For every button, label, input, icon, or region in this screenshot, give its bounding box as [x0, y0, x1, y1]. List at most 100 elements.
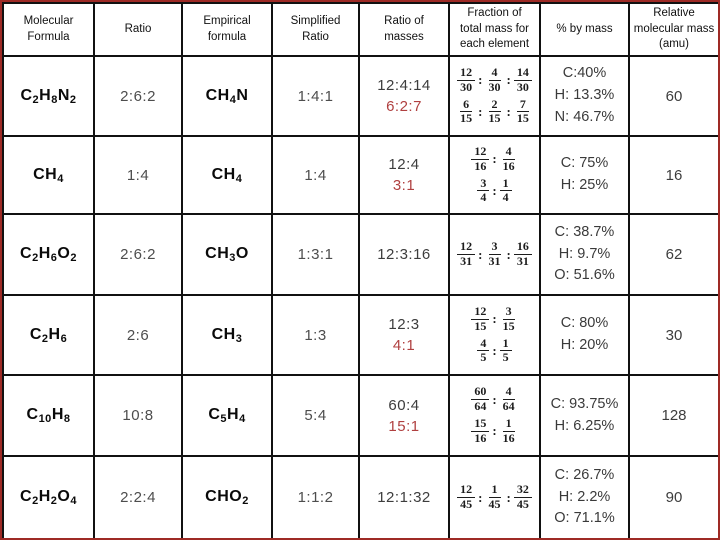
fraction: 16 31	[513, 239, 532, 269]
header-cell-empirical-formula: Empirical formula	[181, 2, 273, 57]
cell-empirical-formula: CH3	[181, 294, 273, 376]
header-cell-ratio: Ratio	[93, 2, 183, 57]
ratio-colon: :	[492, 391, 497, 407]
table-body: C2H8N2 2:6:2 CH4N 1:4:1 12:4:14 6:2:7 12 30:4 30…	[2, 55, 718, 538]
chemical-formula: C5H4	[208, 406, 246, 425]
ratio-colon: :	[492, 423, 497, 439]
fraction: 15 16	[471, 416, 490, 446]
mass-ratio-value: 12:3	[388, 316, 420, 333]
cell-percent-by-mass: C: 38.7% H: 9.7% O: 51.6%	[539, 213, 630, 296]
cell-simplified-ratio: 1:3:1	[271, 213, 360, 296]
cell-molecular-formula: C2H2O4	[2, 455, 95, 538]
table-row: C2H6 2:6 CH3 1:3 12:3 4:1 12 15:3 15 4 5:1 5 C: 80% …	[2, 294, 718, 376]
chemical-formula: C2H6	[29, 325, 68, 345]
cell-mass-fractions: 12 30:4 30:14 30 6 15:2 15:7 15	[448, 55, 541, 137]
chemical-formula: C2H2O4	[20, 488, 77, 507]
cell-simplified-ratio: 1:3	[271, 294, 360, 376]
cell-simplified-ratio: 1:4	[271, 135, 360, 215]
chemical-formula: CHO2	[205, 488, 249, 507]
ratio-colon: :	[492, 311, 497, 327]
header-cell-ratio-of-masses: Ratio of masses	[358, 2, 450, 57]
mass-fraction-line: 60 64:4 64	[453, 385, 536, 414]
cell-percent-by-mass: C:40% H: 13.3% N: 46.7%	[539, 55, 630, 137]
table-row: C2H8N2 2:6:2 CH4N 1:4:1 12:4:14 6:2:7 12 30:4 30…	[2, 55, 718, 137]
chemical-formula: CH3O	[205, 245, 249, 264]
ratio-colon: :	[506, 103, 511, 119]
ratio-colon: :	[506, 246, 511, 262]
fraction: 4 16	[502, 143, 515, 173]
chemical-formula: C10H8	[26, 406, 71, 425]
mass-ratio-simplified-value: 3:1	[392, 177, 416, 194]
chemical-formula: CH3	[211, 325, 243, 345]
cell-percent-by-mass: C: 75% H: 25%	[539, 135, 630, 215]
fraction: 3 15	[502, 303, 515, 333]
cell-molecular-formula: CH4	[2, 135, 95, 215]
mass-ratio-value: 12:3:16	[377, 246, 431, 263]
ratio-colon: :	[492, 182, 497, 198]
table-row: C2H6O2 2:6:2 CH3O 1:3:1 12:3:16 12 31:3 31:16 31…	[2, 213, 718, 296]
cell-atom-ratio: 2:6:2	[93, 213, 183, 296]
fraction: 6 15	[460, 96, 473, 126]
cell-ratio-of-masses: 12:3:16	[358, 213, 450, 296]
cell-molecular-formula: C10H8	[2, 374, 95, 457]
header-cell-percent-by-mass: % by mass	[539, 2, 630, 57]
cell-simplified-ratio: 1:1:2	[271, 455, 360, 538]
fraction: 12 31	[457, 239, 476, 269]
fraction: 12 45	[457, 482, 476, 512]
cell-percent-by-mass: C: 80% H: 20%	[539, 294, 630, 376]
chemical-formula: C2H8N2	[20, 86, 77, 106]
fraction: 12 15	[471, 304, 490, 334]
mass-fraction-line: 12 30:4 30:14 30	[453, 64, 536, 95]
cell-relative-molecular-mass: 90	[628, 455, 718, 538]
header-cell-relative-molecular-mass: Relative molecular mass (amu)	[628, 2, 718, 57]
fraction: 14 30	[513, 65, 532, 95]
cell-simplified-ratio: 1:4:1	[271, 55, 360, 137]
mass-fraction-line: 15 16:1 16	[453, 416, 536, 446]
fraction: 1 45	[488, 482, 501, 511]
ratio-colon: :	[492, 151, 497, 167]
mass-ratio-simplified-value: 4:1	[392, 337, 416, 354]
ratio-colon: :	[478, 103, 483, 119]
header-row: Molecular Formula Ratio Empirical formula S…	[2, 2, 718, 57]
fraction: 12 16	[471, 144, 490, 174]
cell-empirical-formula: C5H4	[181, 374, 273, 457]
fraction: 4 30	[488, 64, 501, 94]
fraction: 12 30	[457, 65, 476, 95]
cell-empirical-formula: CHO2	[181, 455, 273, 538]
mass-fraction-line: 12 45:1 45:32 45	[453, 482, 536, 512]
ratio-colon: :	[478, 489, 483, 505]
cell-atom-ratio: 2:6	[93, 294, 183, 376]
mass-fraction-line: 6 15:2 15:7 15	[453, 96, 536, 127]
mass-ratio-simplified-value: 6:2:7	[386, 98, 422, 115]
table-row: C10H8 10:8 C5H4 5:4 60:4 15:1 60 64:4 64 15 16:1 16…	[2, 374, 718, 457]
cell-relative-molecular-mass: 16	[628, 135, 718, 215]
ratio-colon: :	[506, 489, 511, 505]
cell-molecular-formula: C2H6	[2, 294, 95, 376]
mass-ratio-value: 60:4	[388, 396, 420, 414]
header-cell-fraction-of-total-mass: Fraction of total mass for each element	[448, 2, 541, 57]
cell-relative-molecular-mass: 62	[628, 213, 718, 296]
cell-atom-ratio: 2:2:4	[93, 455, 183, 538]
cell-relative-molecular-mass: 30	[628, 294, 718, 376]
cell-simplified-ratio: 5:4	[271, 374, 360, 457]
chemical-formula: C2H6O2	[20, 245, 77, 264]
cell-molecular-formula: C2H6O2	[2, 213, 95, 296]
fraction: 4 64	[502, 384, 515, 414]
fraction: 3 31	[488, 239, 501, 268]
cell-percent-by-mass: C: 93.75% H: 6.25%	[539, 374, 630, 457]
header-cell-molecular-formula: Molecular Formula	[2, 2, 95, 57]
cell-mass-fractions: 12 31:3 31:16 31	[448, 213, 541, 296]
cell-ratio-of-masses: 12:4:14 6:2:7	[358, 55, 450, 137]
cell-atom-ratio: 10:8	[93, 374, 183, 457]
mass-fraction-line: 12 15:3 15	[453, 303, 536, 334]
cell-empirical-formula: CH4N	[181, 55, 273, 137]
table-row: C2H2O4 2:2:4 CHO2 1:1:2 12:1:32 12 45:1 45:32 45…	[2, 455, 718, 538]
fraction: 7 15	[516, 96, 529, 126]
ratio-colon: :	[506, 72, 511, 88]
